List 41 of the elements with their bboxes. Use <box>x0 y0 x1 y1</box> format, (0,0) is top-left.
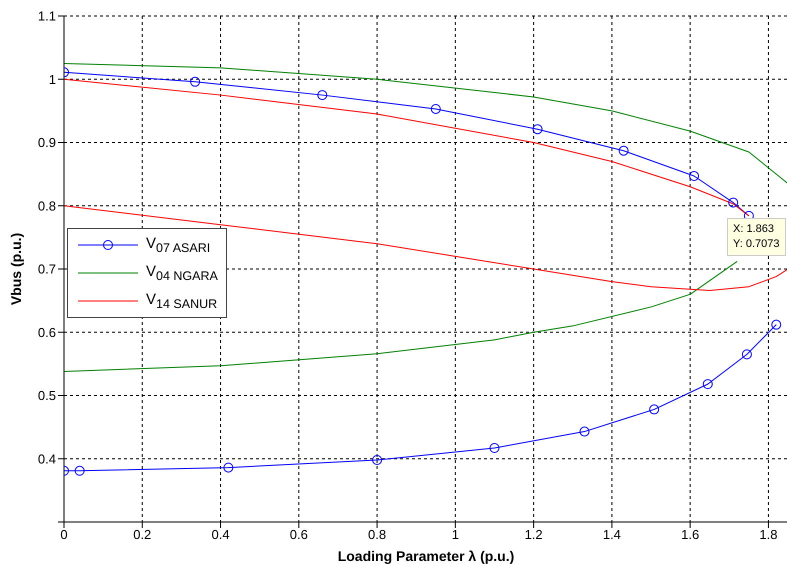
y-tick-label: 0.8 <box>38 198 56 214</box>
x-tick-label: 1 <box>452 527 459 542</box>
x-axis-title: Loading Parameter λ (p.u.) <box>338 548 514 564</box>
x-tick-label: 0.2 <box>133 527 152 542</box>
point <box>223 462 234 473</box>
y-tick-label: 0.9 <box>38 135 56 150</box>
y-axis-title: Vbus (p.u.) <box>8 232 24 306</box>
point <box>430 104 441 114</box>
x-tick-label: 1.6 <box>681 527 700 542</box>
legend-label: V$_{07 ASARI}$ <box>146 235 210 255</box>
annotation: Y: 0.7073 <box>733 237 780 252</box>
point <box>771 320 782 330</box>
annotation: X: 1.863 <box>733 222 775 237</box>
x-tick-label: 0 <box>60 527 68 542</box>
point <box>728 198 738 208</box>
point <box>702 379 713 390</box>
point <box>618 146 629 156</box>
y-tick-label: 0.5 <box>38 388 56 404</box>
x-tick-label: 1.4 <box>602 527 621 542</box>
x-tick-label: 0.8 <box>368 527 386 542</box>
point <box>74 466 85 476</box>
legend-label: V$_{14 SANUR}$ <box>146 291 218 311</box>
point <box>532 124 543 134</box>
point <box>689 171 700 182</box>
point <box>489 442 500 453</box>
point <box>579 426 590 437</box>
y-tick-label: 0.4 <box>38 451 56 466</box>
point <box>649 404 660 414</box>
y-tick-label: 0.6 <box>38 324 56 340</box>
point <box>372 455 382 466</box>
y-tick-label: 1.1 <box>38 8 56 24</box>
point <box>742 349 752 360</box>
point <box>190 76 200 87</box>
x-tick-label: 1.2 <box>524 527 543 542</box>
y-tick-label: 1 <box>48 72 56 87</box>
point <box>317 90 328 100</box>
x-tick-label: 1.8 <box>759 527 778 542</box>
legend-label: V$_{04 NGARA}$ <box>146 263 218 283</box>
y-tick-label: 0.7 <box>38 262 56 277</box>
x-tick-label: 0.4 <box>212 527 230 542</box>
x-tick-label: 0.6 <box>290 527 308 542</box>
